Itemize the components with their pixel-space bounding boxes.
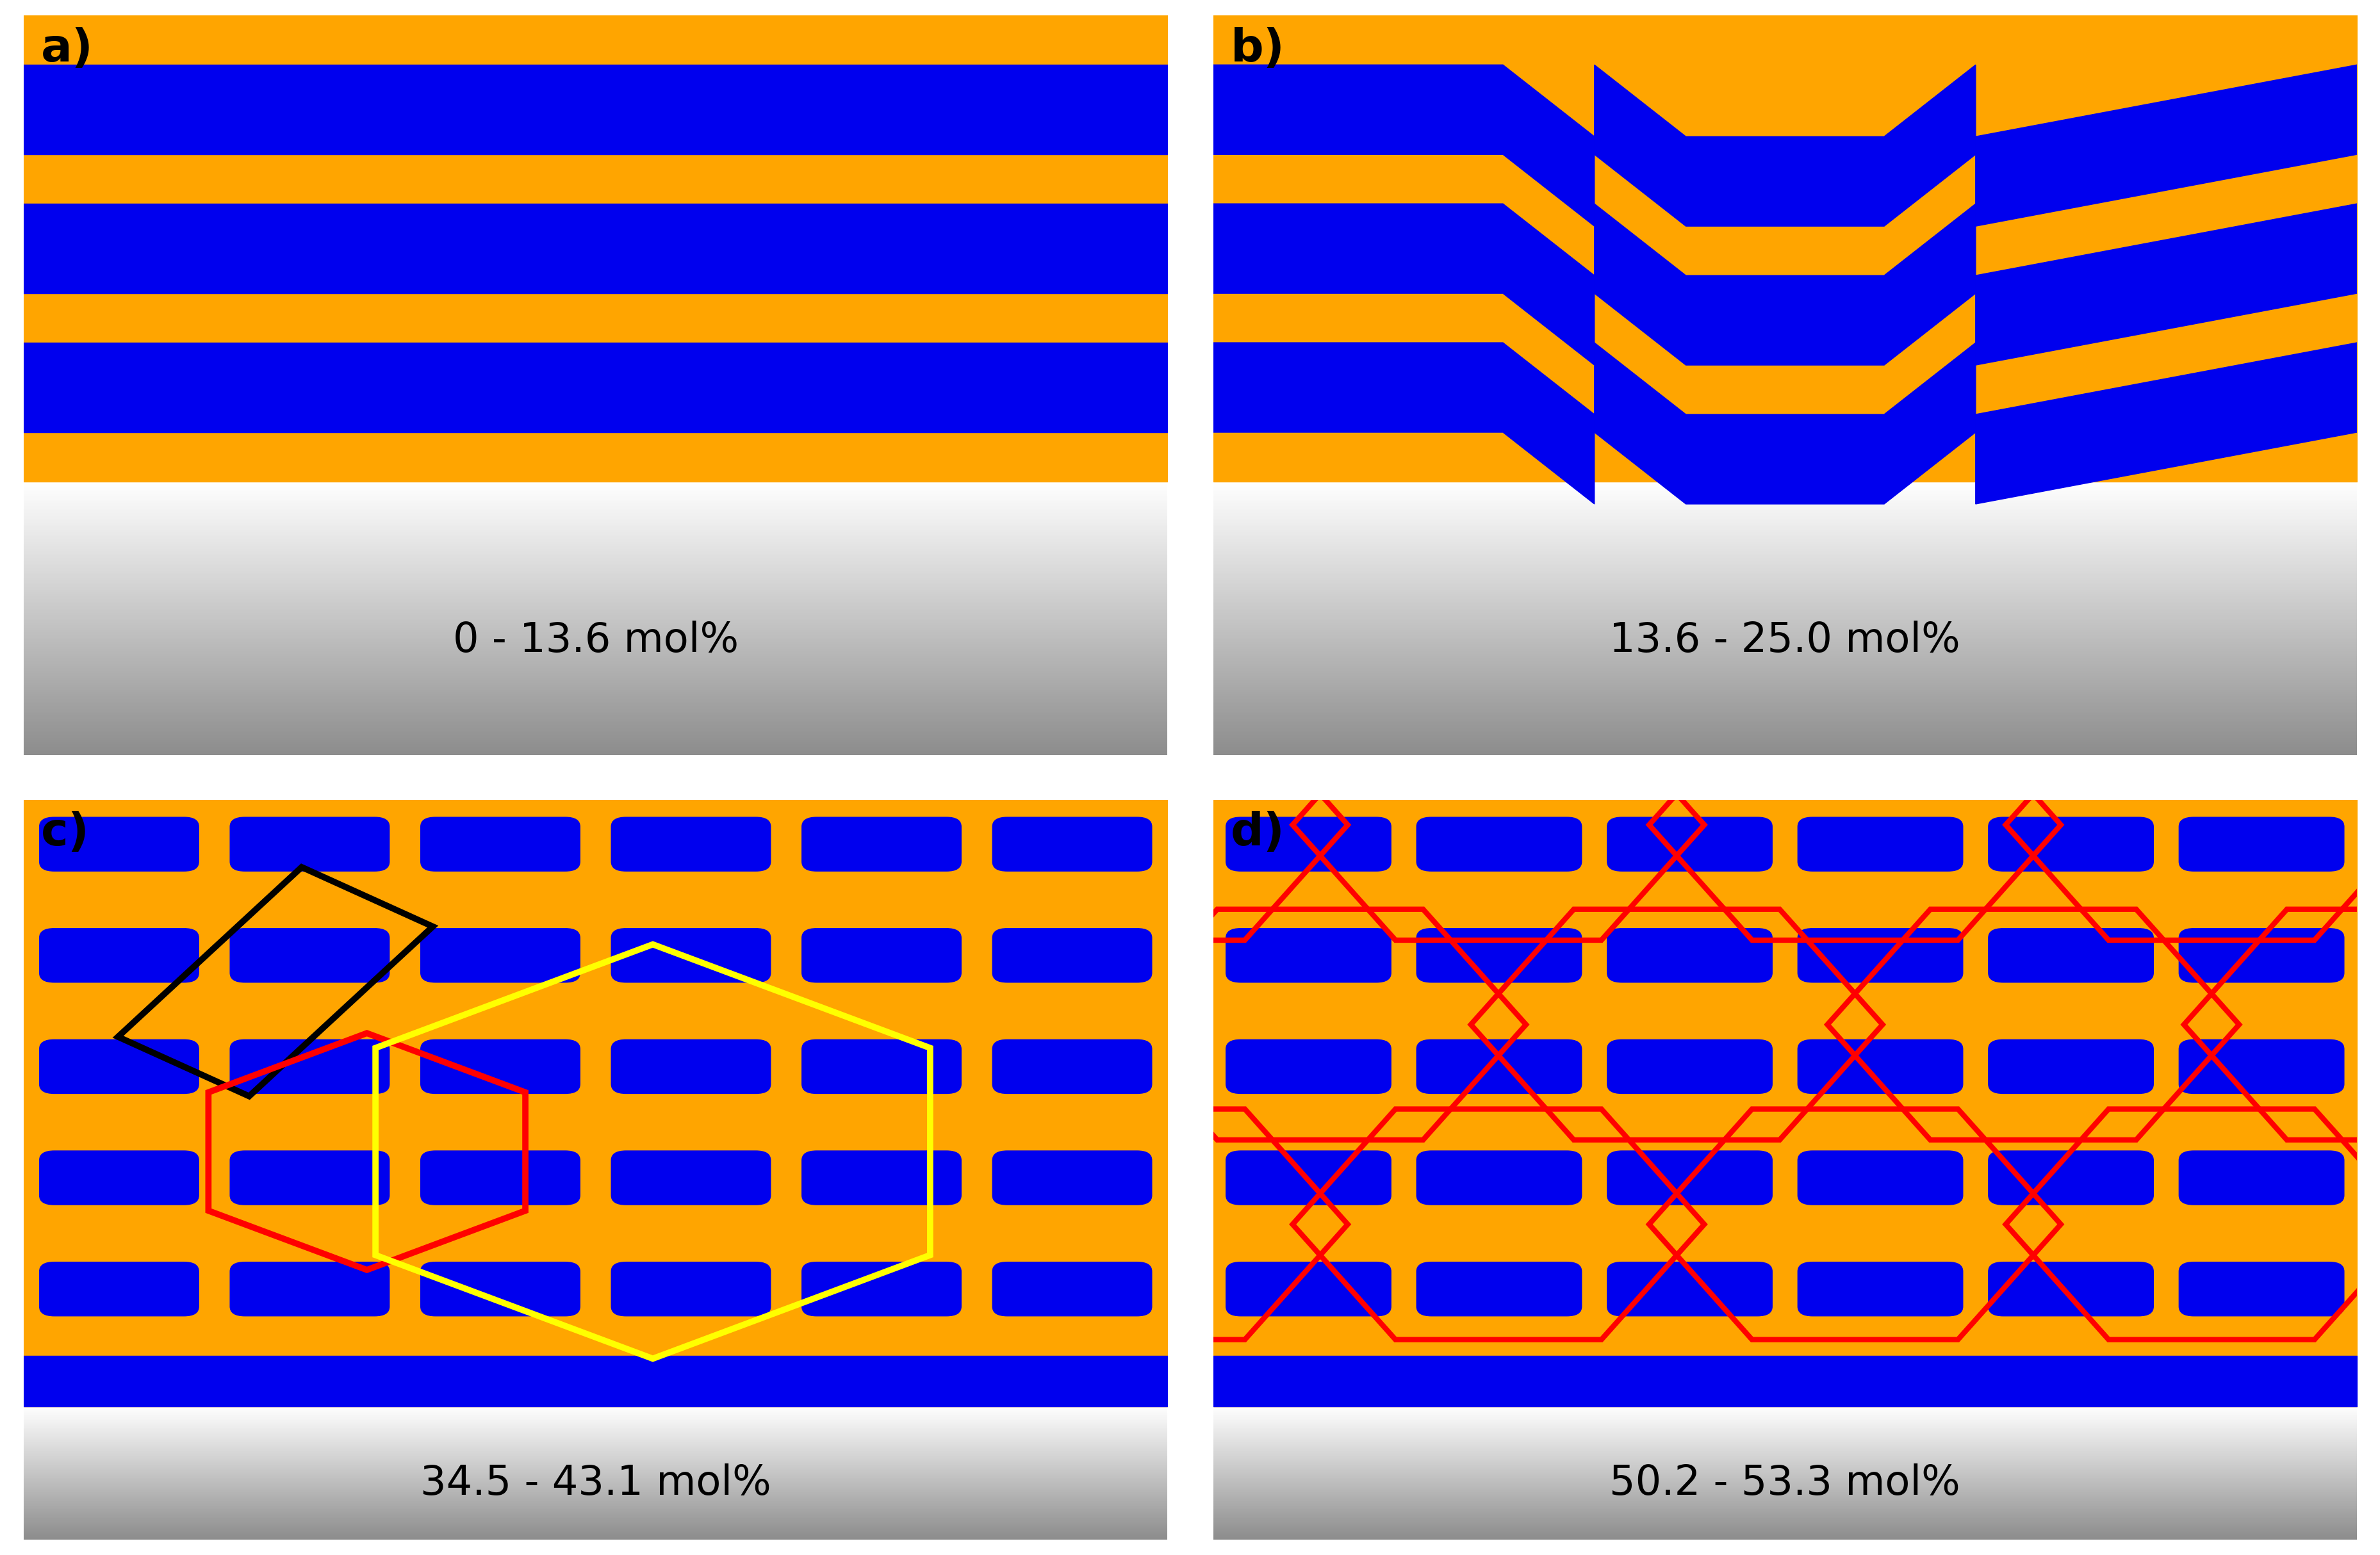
FancyBboxPatch shape bbox=[1226, 928, 1390, 983]
Polygon shape bbox=[1595, 204, 1975, 365]
FancyBboxPatch shape bbox=[992, 1261, 1152, 1317]
FancyBboxPatch shape bbox=[992, 816, 1152, 871]
Polygon shape bbox=[1214, 204, 1595, 365]
FancyBboxPatch shape bbox=[612, 1151, 771, 1205]
FancyBboxPatch shape bbox=[1797, 1261, 1963, 1317]
FancyBboxPatch shape bbox=[2178, 816, 2344, 871]
FancyBboxPatch shape bbox=[992, 1151, 1152, 1205]
FancyBboxPatch shape bbox=[802, 1261, 962, 1317]
FancyBboxPatch shape bbox=[1987, 1151, 2154, 1205]
Polygon shape bbox=[1595, 342, 1975, 504]
FancyBboxPatch shape bbox=[802, 1151, 962, 1205]
FancyBboxPatch shape bbox=[1226, 1039, 1390, 1095]
FancyBboxPatch shape bbox=[228, 1151, 390, 1205]
FancyBboxPatch shape bbox=[228, 1261, 390, 1317]
FancyBboxPatch shape bbox=[802, 1039, 962, 1095]
Polygon shape bbox=[1214, 342, 1595, 504]
FancyBboxPatch shape bbox=[1416, 1151, 1583, 1205]
Polygon shape bbox=[1214, 65, 1595, 225]
FancyBboxPatch shape bbox=[228, 928, 390, 983]
FancyBboxPatch shape bbox=[1226, 1261, 1390, 1317]
Polygon shape bbox=[1975, 342, 2356, 504]
FancyBboxPatch shape bbox=[2178, 1261, 2344, 1317]
FancyBboxPatch shape bbox=[2178, 1151, 2344, 1205]
FancyBboxPatch shape bbox=[38, 816, 200, 871]
FancyBboxPatch shape bbox=[992, 1039, 1152, 1095]
FancyBboxPatch shape bbox=[1226, 816, 1390, 871]
FancyBboxPatch shape bbox=[1797, 816, 1963, 871]
FancyBboxPatch shape bbox=[1987, 1261, 2154, 1317]
FancyBboxPatch shape bbox=[2178, 928, 2344, 983]
Text: c): c) bbox=[40, 810, 90, 855]
FancyBboxPatch shape bbox=[1416, 928, 1583, 983]
FancyBboxPatch shape bbox=[612, 928, 771, 983]
Text: 50.2 - 53.3 mol%: 50.2 - 53.3 mol% bbox=[1609, 1463, 1961, 1504]
FancyBboxPatch shape bbox=[802, 816, 962, 871]
FancyBboxPatch shape bbox=[992, 928, 1152, 983]
FancyBboxPatch shape bbox=[38, 928, 200, 983]
FancyBboxPatch shape bbox=[1797, 1039, 1963, 1095]
Text: b): b) bbox=[1230, 26, 1285, 72]
Text: 34.5 - 43.1 mol%: 34.5 - 43.1 mol% bbox=[419, 1463, 771, 1504]
Text: 13.6 - 25.0 mol%: 13.6 - 25.0 mol% bbox=[1609, 620, 1961, 661]
FancyBboxPatch shape bbox=[1606, 1261, 1773, 1317]
FancyBboxPatch shape bbox=[38, 1039, 200, 1095]
FancyBboxPatch shape bbox=[1606, 1039, 1773, 1095]
FancyBboxPatch shape bbox=[1416, 1261, 1583, 1317]
Text: a): a) bbox=[40, 26, 93, 72]
FancyBboxPatch shape bbox=[612, 1039, 771, 1095]
FancyBboxPatch shape bbox=[1797, 1151, 1963, 1205]
FancyBboxPatch shape bbox=[802, 928, 962, 983]
FancyBboxPatch shape bbox=[421, 928, 581, 983]
FancyBboxPatch shape bbox=[612, 816, 771, 871]
FancyBboxPatch shape bbox=[421, 816, 581, 871]
FancyBboxPatch shape bbox=[1987, 1039, 2154, 1095]
FancyBboxPatch shape bbox=[1987, 928, 2154, 983]
Text: 0 - 13.6 mol%: 0 - 13.6 mol% bbox=[452, 620, 738, 661]
FancyBboxPatch shape bbox=[1797, 928, 1963, 983]
FancyBboxPatch shape bbox=[1606, 816, 1773, 871]
Polygon shape bbox=[1975, 204, 2356, 365]
FancyBboxPatch shape bbox=[38, 1151, 200, 1205]
FancyBboxPatch shape bbox=[228, 1039, 390, 1095]
FancyBboxPatch shape bbox=[1606, 928, 1773, 983]
FancyBboxPatch shape bbox=[1987, 816, 2154, 871]
Text: d): d) bbox=[1230, 810, 1285, 855]
FancyBboxPatch shape bbox=[1606, 1151, 1773, 1205]
FancyBboxPatch shape bbox=[421, 1039, 581, 1095]
Polygon shape bbox=[1595, 65, 1975, 225]
FancyBboxPatch shape bbox=[1416, 1039, 1583, 1095]
FancyBboxPatch shape bbox=[421, 1261, 581, 1317]
FancyBboxPatch shape bbox=[38, 1261, 200, 1317]
FancyBboxPatch shape bbox=[228, 816, 390, 871]
Polygon shape bbox=[1975, 65, 2356, 225]
FancyBboxPatch shape bbox=[612, 1261, 771, 1317]
FancyBboxPatch shape bbox=[1416, 816, 1583, 871]
FancyBboxPatch shape bbox=[421, 1151, 581, 1205]
FancyBboxPatch shape bbox=[1226, 1151, 1390, 1205]
FancyBboxPatch shape bbox=[2178, 1039, 2344, 1095]
